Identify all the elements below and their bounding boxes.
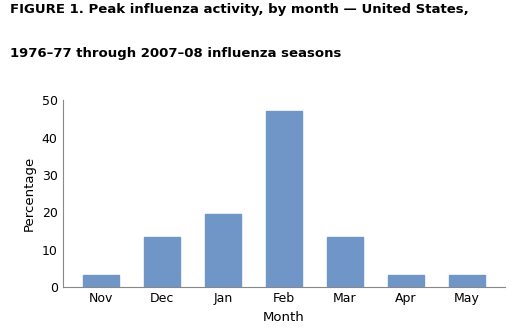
Bar [266,112,302,287]
Bar [449,275,485,287]
Bar [144,237,180,287]
Bar [388,275,424,287]
Bar [83,275,119,287]
Y-axis label: Percentage: Percentage [23,156,36,231]
Text: FIGURE 1. Peak influenza activity, by month — United States,: FIGURE 1. Peak influenza activity, by mo… [10,3,469,16]
Text: 1976–77 through 2007–08 influenza seasons: 1976–77 through 2007–08 influenza season… [10,47,342,60]
X-axis label: Month: Month [263,311,305,324]
Bar [205,214,241,287]
Bar [327,237,363,287]
